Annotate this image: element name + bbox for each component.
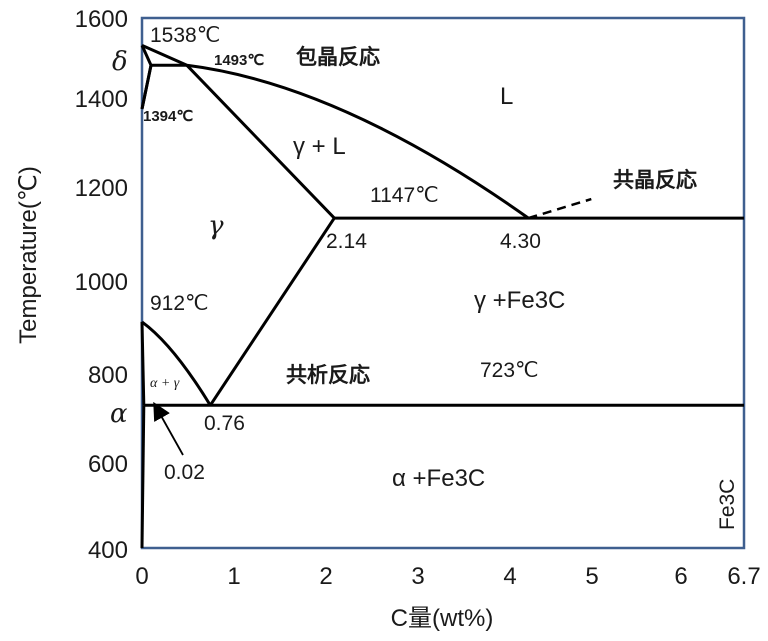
label-0.76: 0.76 [204,412,245,435]
x-tick-0: 0 [135,563,148,590]
gamma-phase-label: γ [208,211,224,241]
x-tick-3: 3 [411,563,424,590]
x-axis-title: C量(wt%) [391,605,494,632]
delta-phase-label: δ [112,47,128,77]
alpha-fe3c-label: α +Fe3C [392,465,485,492]
plot-frame [140,16,746,550]
peritectic-label: 包晶反応 [296,45,380,69]
liquidus-extension-dashed [528,197,592,220]
y-tick-1200: 1200 [75,175,128,202]
label-1394: 1394℃ [143,108,193,125]
alpha-gamma-label: α + γ [150,376,180,391]
label-2.14: 2.14 [326,230,367,253]
label-1538: 1538℃ [150,24,220,47]
label-0.02: 0.02 [164,461,205,484]
label-1147: 1147℃ [370,184,439,207]
x-tick-4: 4 [503,563,516,590]
x-tick-2: 2 [319,563,332,590]
x-tick-6.7: 6.7 [727,563,760,590]
pointer-arrow [153,401,184,456]
eutectic-label: 共晶反応 [613,168,697,192]
y-tick-1000: 1000 [75,269,128,296]
alpha-phase-label: α [110,399,128,429]
gamma-alpha-lower-line [140,321,146,406]
x-tick-6: 6 [674,563,687,590]
x-tick-1: 1 [227,563,240,590]
alpha-solvus-line [140,405,146,549]
gamma-solidus-line [185,64,336,220]
liquid-phase-label: L [500,83,513,110]
y-tick-1400: 1400 [75,86,128,113]
label-912: 912℃ [150,292,209,315]
gamma-liquid-label: γ + L [293,133,346,160]
label-1493: 1493℃ [214,52,264,69]
y-tick-400: 400 [88,537,128,564]
y-tick-800: 800 [88,362,128,389]
y-tick-1600: 1600 [75,6,128,33]
eutectoid-label: 共析反応 [286,363,370,387]
y-axis-title: Temperature(℃) [15,166,42,344]
fe3c-edge-label: Fe3C [716,479,739,530]
label-723: 723℃ [480,359,539,382]
label-4.30: 4.30 [500,230,541,253]
gamma-fe3c-label: γ +Fe3C [474,287,565,314]
gamma-alpha-upper-line [141,320,212,407]
x-tick-5: 5 [585,563,598,590]
y-tick-600: 600 [88,451,128,478]
gamma-solvus-line [209,217,336,407]
liquidus-line [141,44,530,220]
delta-gamma-line [140,64,153,110]
